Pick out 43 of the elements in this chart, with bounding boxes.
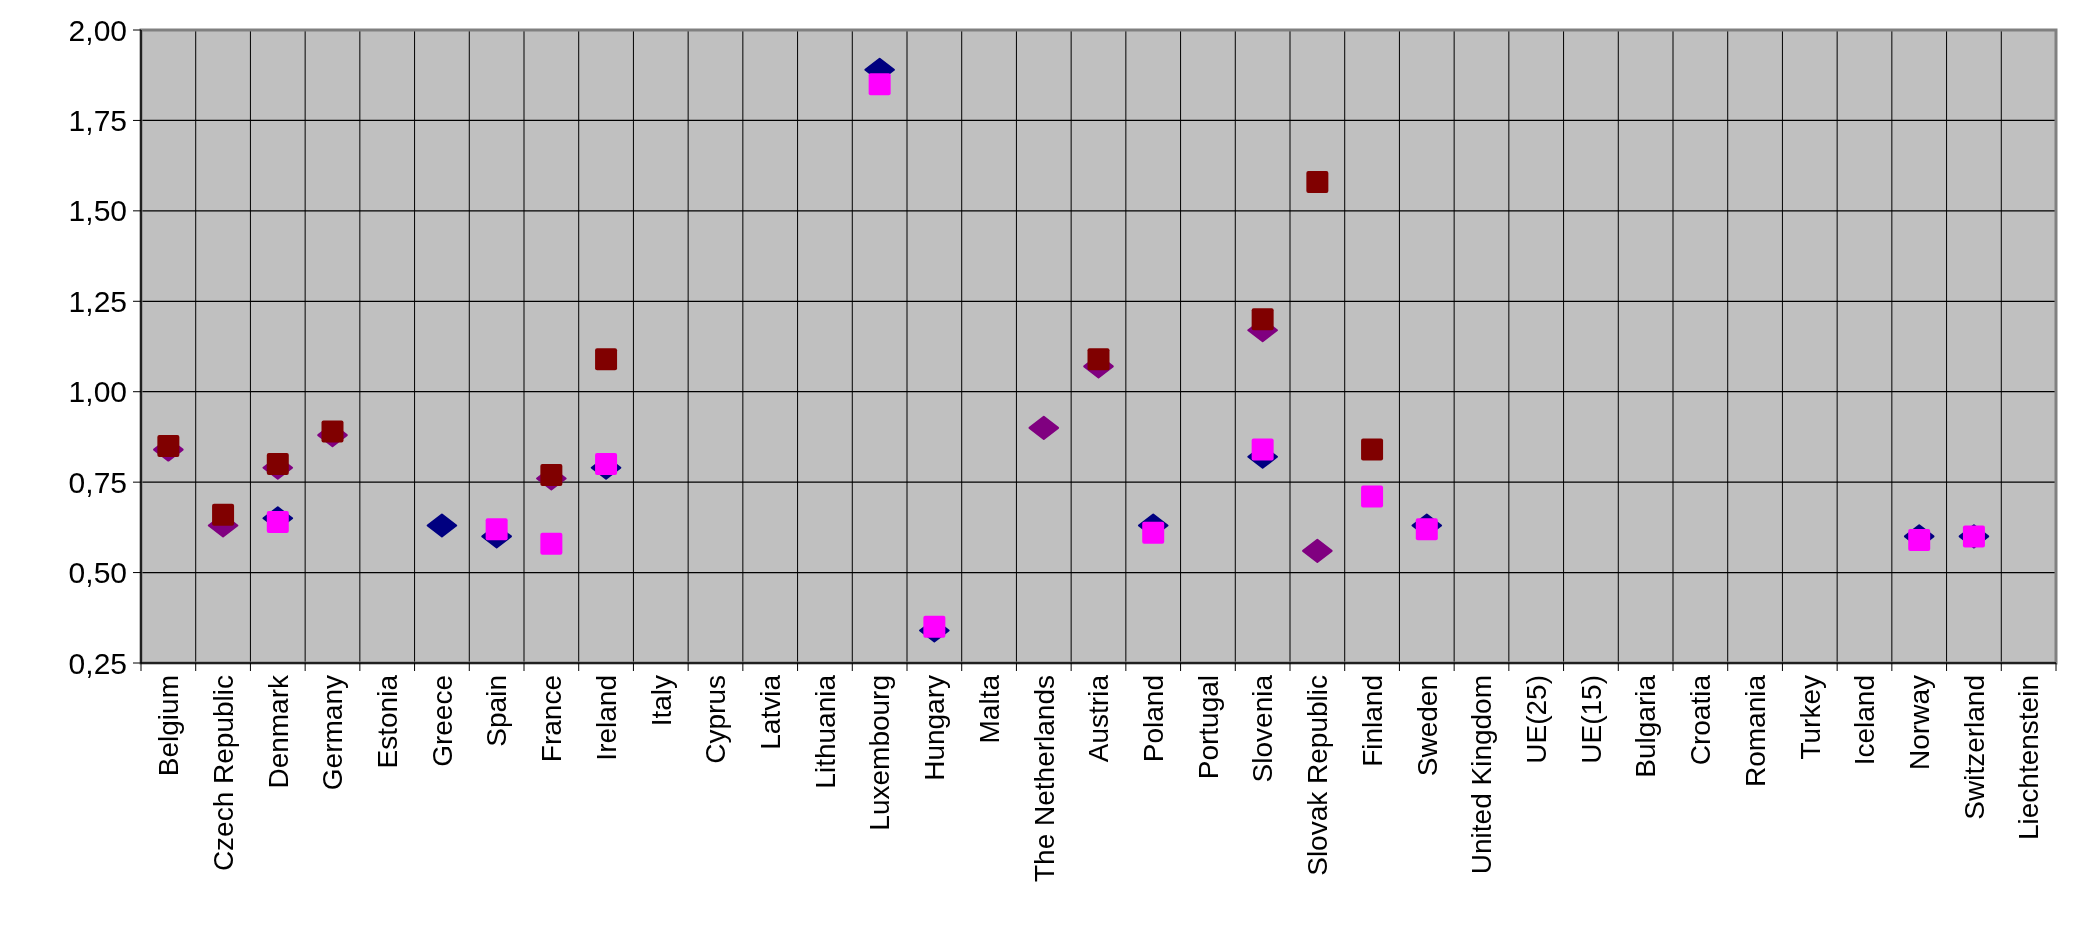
x-tick-label: Czech Republic: [207, 675, 239, 872]
x-tick-label: Lithuania: [809, 674, 841, 789]
x-tick-label: Spain: [481, 675, 513, 747]
y-tick-label: 1,00: [68, 375, 127, 409]
x-tick-label: Austria: [1083, 674, 1115, 763]
y-tick-label: 1,50: [68, 194, 127, 228]
x-tick-label: Romania: [1739, 674, 1771, 788]
y-tick-label: 1,25: [68, 284, 127, 318]
x-tick-label: Denmark: [262, 674, 294, 789]
x-tick-label: Finland: [1356, 675, 1388, 767]
x-tick-label: Portugal: [1192, 675, 1224, 780]
x-tick-label: Liechtenstein: [2013, 675, 2045, 841]
x-tick-label: UE(25): [1521, 675, 1553, 764]
x-tick-label: Luxembourg: [864, 675, 896, 831]
x-tick-label: Switzerland: [1958, 675, 1990, 820]
y-tick-label: 0,50: [68, 556, 127, 590]
x-tick-label: Iceland: [1849, 675, 1881, 766]
x-tick-label: Ireland: [590, 675, 622, 761]
x-tick-label: Greece: [426, 675, 458, 767]
x-tick-label: Malta: [973, 674, 1005, 744]
y-tick-label: 0,25: [68, 646, 127, 680]
x-tick-label: The Netherlands: [1028, 675, 1060, 883]
x-tick-label: Sweden: [1411, 675, 1443, 777]
x-tick-label: United Kingdom: [1466, 675, 1498, 875]
x-tick-label: Slovak Republic: [1302, 675, 1334, 876]
y-tick-label: 2,00: [68, 13, 127, 47]
y-tick-label: 0,75: [68, 465, 127, 499]
x-tick-label: Italy: [645, 675, 677, 727]
x-tick-label: Norway: [1904, 675, 1936, 770]
x-tick-label: Cyprus: [700, 675, 732, 764]
y-tick-label: 1,75: [68, 103, 127, 137]
x-tick-label: Germany: [317, 675, 349, 791]
x-tick-label: Bulgaria: [1630, 674, 1662, 778]
x-tick-label: Turkey: [1794, 675, 1826, 760]
x-tick-label: Belgium: [153, 675, 185, 777]
x-tick-label: UE(15): [1575, 675, 1607, 764]
x-tick-label: Slovenia: [1247, 674, 1279, 783]
x-tick-label: Estonia: [372, 674, 404, 769]
x-tick-label: Latvia: [755, 674, 787, 750]
x-tick-label: Hungary: [919, 675, 951, 781]
x-tick-label: Croatia: [1685, 674, 1717, 766]
x-tick-label: France: [536, 675, 568, 763]
x-tick-label: Poland: [1138, 675, 1170, 763]
